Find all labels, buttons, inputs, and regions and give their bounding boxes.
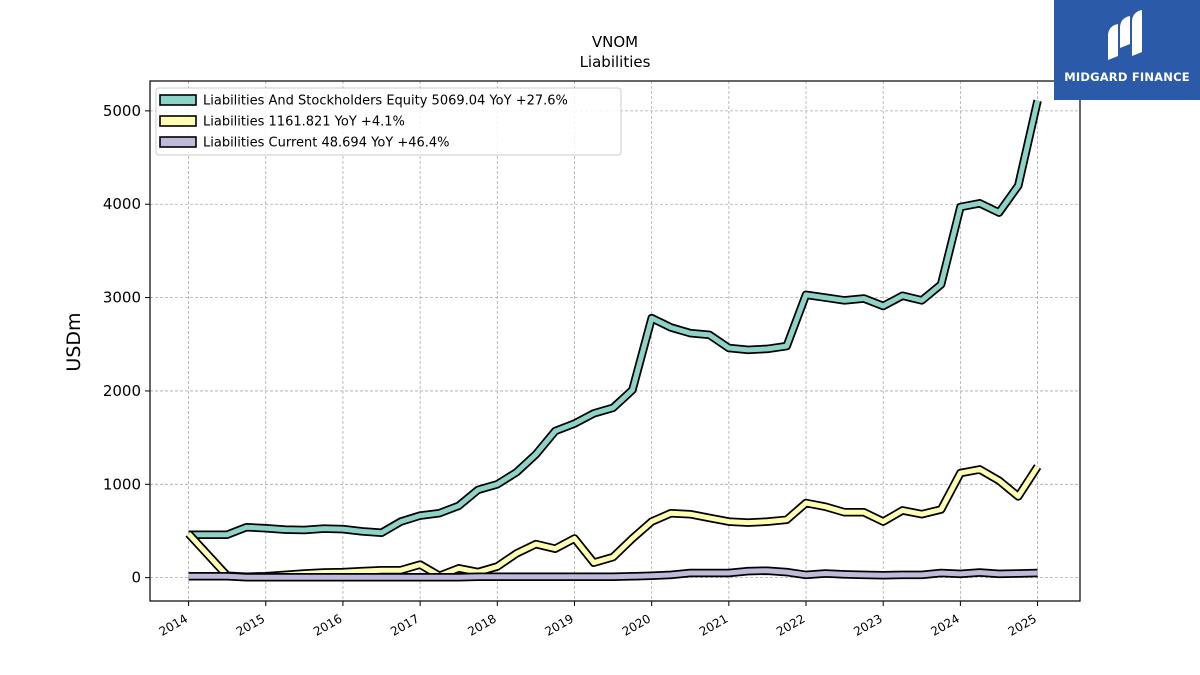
x-tick-label: 2025 — [1006, 611, 1039, 638]
series-liabilities — [185, 464, 1042, 581]
y-tick-label: 0 — [131, 569, 141, 587]
series-line-outline — [185, 464, 1042, 581]
y-tick-label: 2000 — [103, 382, 141, 400]
x-tick-label: 2017 — [388, 611, 421, 638]
legend-entry: Liabilities And Stockholders Equity 5069… — [203, 94, 568, 109]
series-line — [186, 465, 1040, 580]
series-line — [188, 568, 1038, 580]
x-tick-label: 2014 — [157, 611, 190, 638]
x-tick-label: 2016 — [311, 611, 344, 638]
chart-subtitle: Liabilities — [580, 53, 651, 71]
x-tick-label: 2022 — [774, 611, 807, 638]
y-tick-label: 1000 — [103, 475, 141, 493]
y-tick-label: 3000 — [103, 289, 141, 307]
x-tick-label: 2021 — [697, 611, 730, 638]
axis-ticks: 2014 2015 2016 2017 2018 2019 2020 2021 2022 2023… — [103, 102, 1039, 639]
plot-frame — [149, 80, 1081, 602]
x-tick-label: 2019 — [543, 611, 576, 638]
grid-lines — [150, 81, 1080, 601]
legend-box — [155, 87, 622, 156]
y-tick-label: 4000 — [103, 195, 141, 213]
x-tick-label: 2015 — [234, 611, 267, 638]
x-tick-label: 2018 — [465, 611, 498, 638]
series-lines — [185, 99, 1042, 582]
legend-swatch — [159, 94, 197, 106]
y-axis-label: USDm — [63, 312, 85, 371]
midgard-logo-icon — [1108, 10, 1142, 60]
x-tick-label: 2024 — [928, 611, 961, 638]
midgard-logo: MIDGARD FINANCE — [1054, 0, 1200, 100]
series-line-outline — [188, 99, 1042, 539]
series-line — [188, 100, 1041, 538]
legend: Liabilities And Stockholders Equity 5069… — [155, 87, 622, 156]
x-tick-label: 2023 — [851, 611, 884, 638]
legend-swatch — [159, 115, 197, 127]
legend-swatch — [159, 136, 197, 148]
series-liabilities-current — [188, 566, 1038, 582]
y-tick-label: 5000 — [103, 102, 141, 120]
series-liabilities-and-stockholders-equity — [188, 99, 1042, 539]
x-tick-label: 2020 — [620, 611, 653, 638]
legend-entry: Liabilities 1161.821 YoY +4.1% — [203, 115, 405, 130]
legend-entry: Liabilities Current 48.694 YoY +46.4% — [203, 136, 450, 151]
chart-title: VNOM — [592, 33, 638, 51]
logo-text: MIDGARD FINANCE — [1064, 70, 1190, 84]
